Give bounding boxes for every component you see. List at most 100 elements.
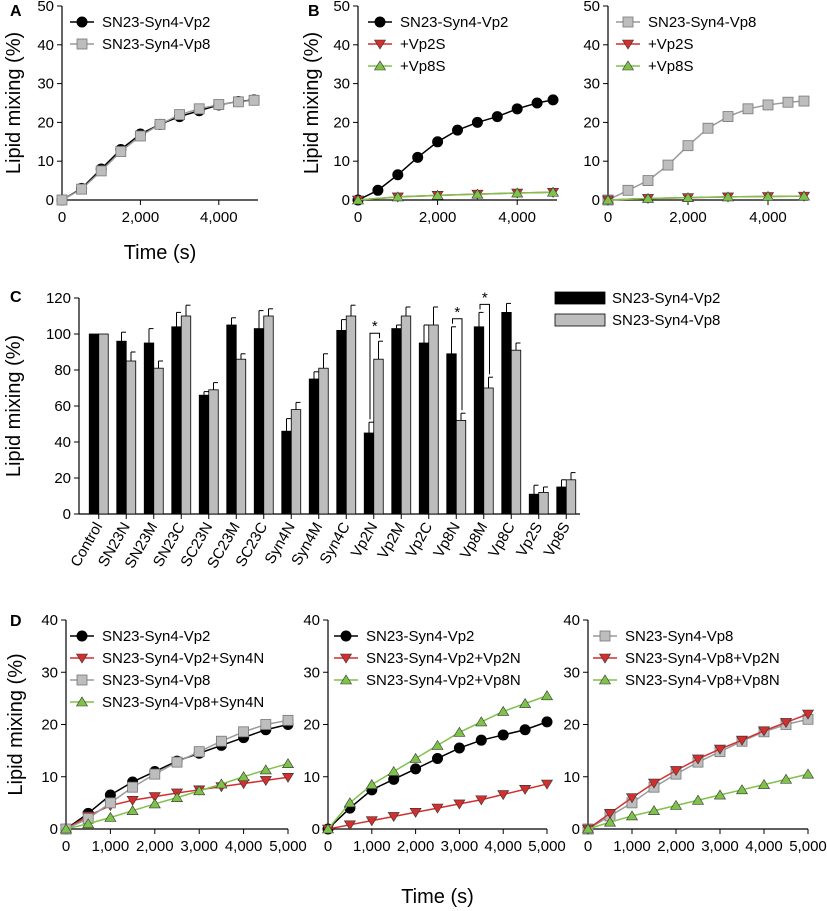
data-point: [213, 99, 225, 110]
bar-sn23-syn4-vp2: [226, 324, 237, 515]
x-tick-label: Vp2C: [403, 519, 437, 560]
bar-sn23-syn4-vp2: [391, 328, 402, 515]
data-point: [647, 805, 661, 816]
series-sn23-syn4-vp8-vp2n: [581, 709, 815, 835]
data-point: [471, 188, 484, 199]
legend: [334, 630, 358, 685]
bar-sn23-syn4-vp2: [501, 311, 512, 515]
data-point: [343, 820, 356, 831]
bar-sn23-syn4-vp2: [143, 342, 155, 515]
data-point: [343, 797, 356, 808]
y-axis-label: Lipid mixing (%): [3, 335, 25, 477]
x-tick-label: 0: [324, 838, 332, 855]
data-point: [798, 95, 810, 107]
significance-star: *: [482, 289, 488, 306]
bar-sn23-syn4-vp2: [446, 353, 457, 515]
data-point: [531, 97, 543, 109]
data-point: [647, 778, 661, 789]
y-tick-label: 100: [46, 326, 71, 343]
x-tick-label: Vp8M: [457, 520, 491, 562]
panel-d2: [321, 619, 554, 835]
data-point: [519, 724, 531, 736]
y-tick-label: 10: [303, 769, 320, 786]
bar-sn23-syn4-vp2: [363, 432, 375, 515]
data-point: [409, 807, 422, 818]
data-point: [388, 773, 400, 785]
data-point: [691, 794, 705, 805]
data-point: [134, 130, 146, 142]
x-tick-label: Vp2M: [374, 520, 408, 562]
series-line: [61, 99, 255, 201]
series-sn23-syn4-vp2: [322, 716, 553, 835]
data-point: [170, 792, 184, 802]
data-point: [642, 175, 654, 187]
panel-b: [351, 5, 560, 206]
series-sn23-syn4-vp2-vp2n: [321, 779, 554, 835]
series-sn23-syn4-vp8-vp8n: [581, 768, 815, 834]
series-line: [65, 719, 289, 830]
data-point: [56, 194, 68, 206]
series-line: [587, 713, 809, 830]
y-tick-label: 50: [333, 0, 350, 15]
x-tick-label: Vp8C: [485, 519, 519, 560]
x-tick-label: 3,000: [701, 838, 739, 855]
x-tick-label: 4,000: [225, 838, 263, 855]
y-tick-label: 10: [583, 153, 600, 170]
data-point: [126, 795, 139, 806]
data-point: [801, 768, 815, 779]
legend-swatch: [554, 313, 606, 327]
bar-sn23-syn4-vp8: [455, 419, 467, 515]
legend-label: SN23-Syn4-Vp8+Vp8N: [625, 672, 780, 689]
data-point: [193, 785, 206, 796]
data-point: [713, 789, 727, 800]
y-tick-label: 30: [37, 76, 54, 93]
data-point: [491, 111, 503, 123]
data-point: [603, 809, 617, 819]
y-tick-label: 80: [54, 362, 71, 379]
data-point: [713, 744, 727, 755]
bar-sn23-syn4-vp2: [308, 378, 320, 515]
series-line: [607, 100, 805, 201]
legend: [554, 291, 606, 327]
x-tick-label: Vp8S: [541, 520, 574, 560]
x-tick-label: 3,000: [180, 838, 218, 855]
data-point: [115, 146, 127, 157]
legend: [70, 16, 94, 50]
data-point: [259, 776, 272, 786]
x-tick-label: 1,000: [92, 838, 130, 855]
legend-marker: [374, 16, 386, 28]
legend-label: SN23-Syn4-Vp2+Syn4N: [102, 650, 264, 667]
data-point: [452, 124, 463, 136]
data-point: [541, 716, 553, 728]
y-axis-label: Lipid mixing (%): [301, 32, 323, 174]
legend-label: SN23-Syn4-Vp2+Vp8N: [366, 672, 521, 689]
data-point: [259, 764, 272, 775]
bar-sn23-syn4-vp2: [171, 326, 182, 515]
y-tick-label: 10: [563, 769, 580, 786]
bar-sn23-syn4-vp2: [198, 394, 210, 515]
data-point: [432, 136, 444, 148]
y-tick-label: 30: [41, 664, 58, 681]
data-point: [779, 718, 793, 728]
legend: [593, 630, 617, 685]
data-point: [281, 772, 295, 783]
bar-sn23-syn4-vp8: [428, 324, 439, 515]
data-point: [682, 140, 694, 152]
y-tick-label: 120: [46, 290, 71, 307]
data-point: [248, 94, 260, 106]
legend-label: SN23-Syn4-Vp2: [612, 290, 720, 307]
significance-bracket: [452, 318, 463, 411]
significance-star: *: [372, 318, 378, 335]
data-point: [721, 191, 735, 202]
bar-sn23-syn4-vp8: [125, 360, 137, 515]
significance-star: *: [454, 304, 460, 321]
x-tick-label: 0: [604, 209, 612, 226]
series-sn23-syn4-vp2: [60, 719, 294, 835]
data-point: [540, 690, 554, 701]
data-point: [238, 726, 250, 738]
bar-sn23-syn4-vp8: [263, 315, 274, 515]
data-point: [154, 118, 166, 130]
x-tick-label: 2,000: [122, 209, 160, 226]
data-point: [260, 719, 272, 730]
data-point: [761, 190, 775, 201]
